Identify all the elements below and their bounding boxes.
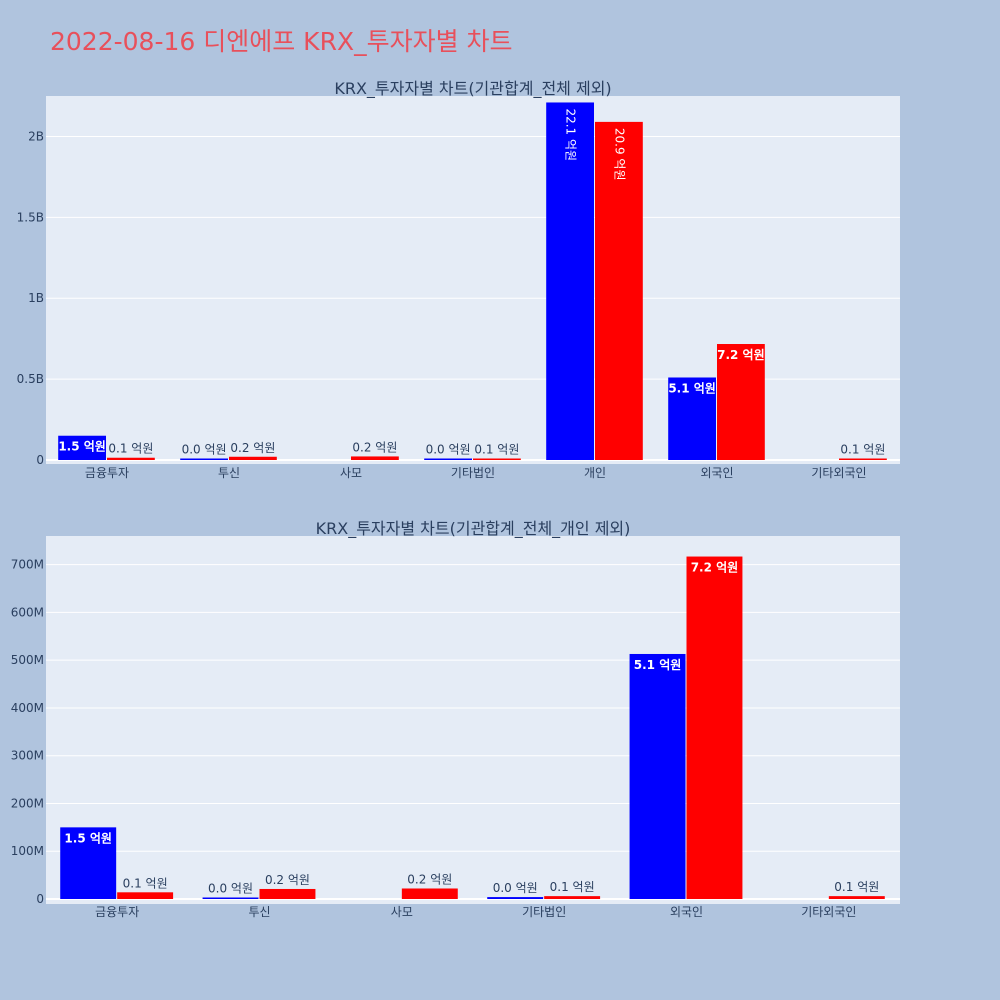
- bar-data-label: 0.2 억원: [352, 440, 397, 454]
- bar-data-label: 0.1 억원: [834, 880, 879, 894]
- bar-data-label: 1.5 억원: [58, 440, 106, 454]
- bar-data-label: 0.0 억원: [182, 443, 227, 457]
- bar: [828, 896, 885, 899]
- y-tick-label: 200M: [11, 796, 44, 810]
- plot-area: [46, 536, 900, 904]
- x-tick-label: 기타법인: [522, 905, 566, 919]
- y-tick-label: 1B: [28, 291, 44, 305]
- bar: [629, 653, 686, 899]
- bar: [686, 556, 743, 899]
- bar: [717, 344, 765, 460]
- x-tick-label: 기타법인: [451, 466, 495, 480]
- bar: [107, 457, 155, 460]
- y-tick-label: 0: [36, 892, 44, 906]
- bar-data-label: 0.1 억원: [123, 876, 168, 890]
- bar: [544, 896, 601, 899]
- bar: [58, 435, 106, 460]
- x-tick-label: 금융투자: [85, 466, 129, 480]
- bar-data-label: 0.0 억원: [493, 881, 538, 895]
- x-tick-label: 외국인: [670, 905, 703, 919]
- bar: [117, 892, 174, 899]
- x-tick-label: 투신: [248, 905, 270, 919]
- bar: [595, 121, 643, 460]
- y-tick-label: 2B: [28, 129, 44, 143]
- bar-data-label: 0.1 억원: [108, 442, 153, 456]
- bar: [229, 456, 277, 460]
- x-tick-label: 투신: [218, 466, 240, 480]
- top-bar-chart: 0 0.5B 1B 1.5B 2B KRX_투자자별 차트(기관합계_전체 제외) 금융투자…: [17, 79, 900, 480]
- x-tick-label: 사모: [391, 905, 413, 919]
- x-tick-label: 외국인: [700, 466, 733, 480]
- bar-data-label: 0.1 억원: [550, 880, 595, 894]
- bottom-bar-chart: 0 100M 200M 300M 400M 500M 600M 700M KRX_투자자별 차트…: [11, 519, 900, 919]
- bar: [839, 458, 887, 460]
- x-tick-label: 기타외국인: [801, 905, 856, 919]
- x-tick-label: 개인: [584, 466, 606, 480]
- y-tick-label: 100M: [11, 844, 44, 858]
- bar: [60, 827, 117, 899]
- bar: [546, 102, 594, 461]
- bar: [473, 458, 521, 460]
- y-tick-label: 0.5B: [17, 372, 44, 386]
- bar: [487, 897, 544, 899]
- bar: [401, 888, 458, 899]
- bar: [202, 897, 259, 899]
- bar: [180, 458, 228, 460]
- y-tick-label: 400M: [11, 701, 44, 715]
- bar-data-label: 5.1 억원: [668, 381, 716, 395]
- x-tick-label: 사모: [340, 466, 362, 480]
- page-title: 2022-08-16 디엔에프 KRX_투자자별 차트: [50, 27, 513, 56]
- y-tick-label: 700M: [11, 558, 44, 572]
- bar-data-label: 0.0 억원: [426, 443, 471, 457]
- bar-data-label: 0.0 억원: [208, 882, 253, 896]
- bar-data-label: 0.2 억원: [407, 872, 452, 886]
- bar-data-label: 0.2 억원: [230, 441, 275, 455]
- bar-data-label: 22.1 억원: [564, 108, 578, 161]
- bar-data-label: 7.2 억원: [717, 348, 765, 362]
- bar-data-label: 0.1 억원: [474, 443, 519, 457]
- chart-title: KRX_투자자별 차트(기관합계_전체_개인 제외): [316, 519, 631, 539]
- y-tick-label: 500M: [11, 653, 44, 667]
- bar-data-label: 20.9 억원: [612, 128, 626, 181]
- bar: [351, 456, 399, 460]
- y-tick-label: 600M: [11, 605, 44, 619]
- chart-title: KRX_투자자별 차트(기관합계_전체 제외): [334, 79, 611, 99]
- y-tick-label: 0: [36, 453, 44, 467]
- bar: [668, 377, 716, 460]
- bar-data-label: 0.2 억원: [265, 873, 310, 887]
- bar-data-label: 0.1 억원: [840, 443, 885, 457]
- y-tick-label: 300M: [11, 749, 44, 763]
- plot-area: [46, 96, 900, 464]
- y-tick-label: 1.5B: [17, 210, 44, 224]
- bar-data-label: 7.2 억원: [691, 561, 739, 575]
- bar: [259, 888, 316, 899]
- bar-data-label: 1.5 억원: [64, 831, 112, 845]
- x-tick-label: 금융투자: [95, 905, 139, 919]
- bar-data-label: 5.1 억원: [634, 658, 682, 672]
- bar: [424, 458, 472, 460]
- x-tick-label: 기타외국인: [811, 466, 866, 480]
